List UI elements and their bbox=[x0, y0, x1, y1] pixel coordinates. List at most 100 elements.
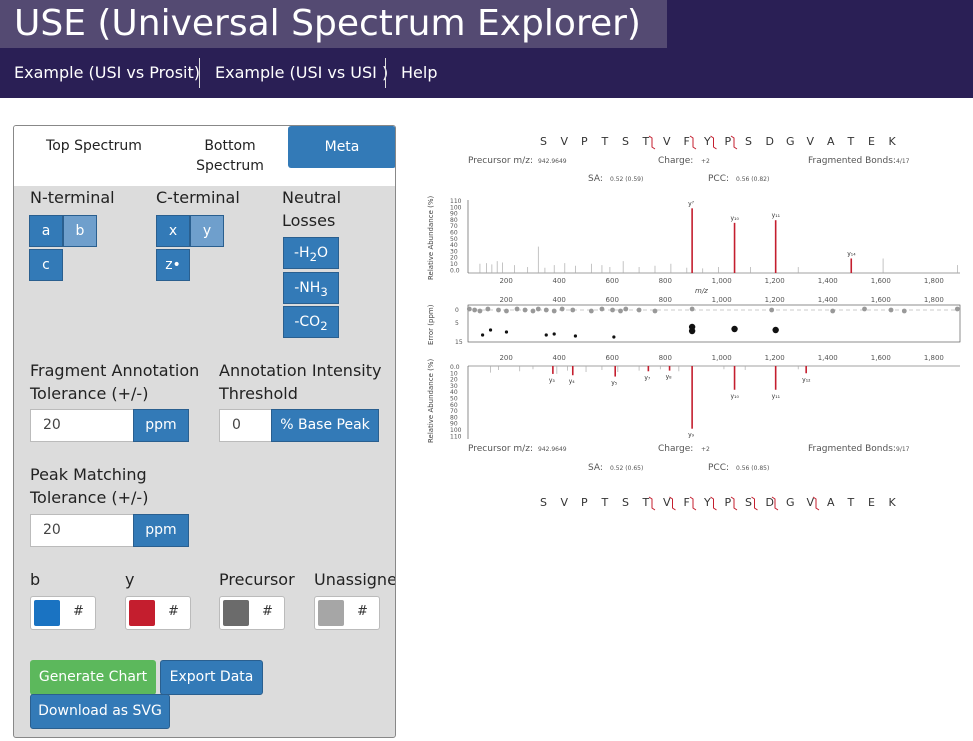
tab-bottom-spectrum[interactable]: Bottom Spectrum bbox=[196, 138, 264, 174]
bottom-x-ticks: 200 400 600 800 1,000 1,200 1,400 1,600 1,800 bbox=[499, 354, 943, 362]
b-color-swatch[interactable] bbox=[34, 600, 60, 626]
nav-example-usi-vs-usi[interactable]: Example (USI vs USI ) bbox=[215, 63, 389, 82]
fragment-tolerance-input[interactable]: 20 bbox=[30, 409, 134, 442]
peak-label: y₄ bbox=[569, 378, 576, 385]
top-sa-label: SA: bbox=[588, 174, 603, 184]
fragment-tolerance-unit-button[interactable]: ppm bbox=[133, 409, 189, 442]
sequence-residue: V bbox=[807, 135, 815, 148]
sequence-residue: P bbox=[725, 135, 732, 148]
tab-meta[interactable]: Meta bbox=[288, 126, 395, 168]
y-tick-label: 80 bbox=[450, 414, 458, 421]
ion-a-toggle[interactable]: a bbox=[29, 215, 63, 247]
y-color-swatch[interactable] bbox=[129, 600, 155, 626]
b-color-picker[interactable]: # bbox=[30, 596, 96, 630]
app-header: USE (Universal Spectrum Explorer) Exampl… bbox=[0, 0, 973, 98]
error-point-matched bbox=[731, 325, 738, 333]
export-data-button[interactable]: Export Data bbox=[160, 660, 263, 695]
error-point bbox=[652, 308, 658, 314]
sequence-residue: A bbox=[827, 135, 835, 148]
fragment-mark bbox=[689, 496, 697, 511]
sequence-residue: Y bbox=[703, 135, 711, 148]
tab-bar: Top Spectrum Bottom Spectrum Meta bbox=[14, 126, 395, 186]
error-point bbox=[769, 307, 775, 313]
error-point bbox=[559, 306, 565, 312]
x-tick-label: 1,400 bbox=[818, 354, 838, 362]
fragment-mark bbox=[771, 496, 779, 511]
error-point bbox=[477, 308, 483, 314]
generate-chart-button[interactable]: Generate Chart bbox=[30, 660, 156, 695]
b-color-label: b bbox=[30, 570, 41, 589]
fragment-mark bbox=[730, 135, 738, 150]
unassigned-color-label: Unassigned bbox=[314, 570, 396, 589]
c-terminal-label: C-terminal bbox=[156, 188, 240, 207]
error-point bbox=[530, 308, 536, 314]
top-precursor-label: Precursor m/z: bbox=[468, 156, 533, 166]
peak-label: y₁₄ bbox=[847, 250, 856, 257]
y-tick-label: 80 bbox=[450, 217, 458, 224]
ion-x-toggle[interactable]: x bbox=[156, 215, 190, 247]
sequence-residue: F bbox=[684, 496, 690, 509]
precursor-color-swatch[interactable] bbox=[223, 600, 249, 626]
fragment-mark bbox=[710, 496, 717, 511]
error-point bbox=[610, 307, 615, 313]
y-tick-label: 0 bbox=[455, 307, 459, 314]
y-tick-label: 40 bbox=[450, 389, 458, 396]
peak-matching-tolerance-unit-button[interactable]: ppm bbox=[133, 514, 189, 547]
loss-h2o-toggle[interactable]: -H2O bbox=[283, 237, 339, 269]
intensity-threshold-unit-button[interactable]: % Base Peak bbox=[271, 409, 379, 442]
intensity-threshold-input[interactable]: 0 bbox=[219, 409, 272, 442]
tab-top-spectrum[interactable]: Top Spectrum bbox=[46, 138, 142, 154]
peak-label: y₁₀ bbox=[731, 215, 740, 222]
y-tick-label: 30 bbox=[450, 248, 458, 255]
error-point bbox=[514, 306, 520, 312]
peak-label: y₁₁ bbox=[772, 212, 781, 219]
loss-co2-toggle[interactable]: -CO2 bbox=[283, 306, 339, 338]
y-color-label: y bbox=[125, 570, 135, 589]
sequence-residue: T bbox=[847, 135, 855, 148]
loss-nh3-toggle[interactable]: -NH3 bbox=[283, 272, 339, 304]
x-tick-label: 400 bbox=[553, 296, 566, 304]
y-color-picker[interactable]: # bbox=[125, 596, 191, 630]
bottom-peaks bbox=[490, 366, 807, 429]
sequence-residue: E bbox=[868, 135, 875, 148]
unassigned-color-picker[interactable]: # bbox=[314, 596, 380, 630]
nav-example-usi-vs-prosit[interactable]: Example (USI vs Prosit) bbox=[14, 63, 200, 82]
peak-matching-tolerance-input[interactable]: 20 bbox=[30, 514, 134, 547]
y-tick-label: 100 bbox=[450, 427, 462, 434]
peak-label: y₉ bbox=[688, 432, 695, 439]
y-tick-label: 0.0 bbox=[450, 267, 460, 274]
ion-z-toggle[interactable]: z• bbox=[156, 249, 190, 281]
download-svg-button[interactable]: Download as SVG bbox=[30, 694, 170, 729]
y-tick-label: 90 bbox=[450, 211, 458, 218]
peak-label: y₁₁ bbox=[772, 393, 781, 400]
y-tick-label: 70 bbox=[450, 223, 458, 230]
ion-b-toggle[interactable]: b bbox=[63, 215, 97, 247]
sequence-residue: V bbox=[807, 496, 815, 509]
precursor-color-picker[interactable]: # bbox=[219, 596, 285, 630]
ion-c-toggle[interactable]: c bbox=[29, 249, 63, 281]
error-point bbox=[689, 306, 695, 312]
error-point bbox=[570, 307, 576, 313]
unassigned-color-swatch[interactable] bbox=[318, 600, 344, 626]
ion-y-toggle[interactable]: y bbox=[190, 215, 224, 247]
error-point bbox=[522, 307, 528, 313]
error-point bbox=[901, 308, 907, 314]
x-tick-label: 1,000 bbox=[712, 354, 732, 362]
error-point bbox=[472, 307, 478, 313]
bottom-precursor-value: 942.9649 bbox=[538, 446, 567, 453]
nav-help[interactable]: Help bbox=[401, 63, 438, 82]
y-tick-label: 0.0 bbox=[450, 364, 460, 371]
top-x-axis-label: m/z bbox=[695, 287, 708, 295]
top-x-ticks: 200 400 600 800 1,000 1,200 1,400 1,600 1,800 bbox=[499, 277, 943, 285]
fragment-mark bbox=[648, 135, 656, 150]
peak-label: y₅ bbox=[611, 380, 618, 387]
peak-label: y⁷ bbox=[688, 200, 695, 207]
sequence-residue: G bbox=[786, 135, 795, 148]
fragment-mark bbox=[751, 496, 758, 511]
y-tick-label: 50 bbox=[450, 236, 458, 243]
error-point-matched bbox=[612, 335, 616, 339]
sequence-residue: S bbox=[540, 135, 547, 148]
hash-label: # bbox=[262, 604, 273, 619]
